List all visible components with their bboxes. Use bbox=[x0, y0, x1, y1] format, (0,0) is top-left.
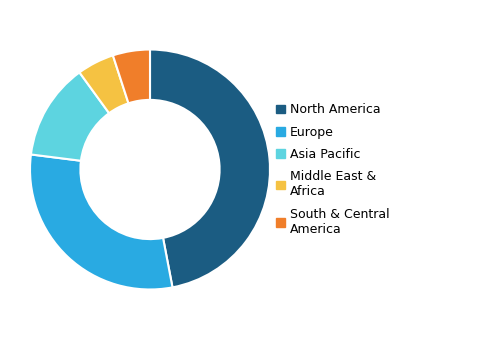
Wedge shape bbox=[113, 49, 150, 103]
Wedge shape bbox=[80, 55, 128, 113]
Wedge shape bbox=[150, 49, 270, 287]
Wedge shape bbox=[30, 155, 172, 290]
Wedge shape bbox=[31, 73, 109, 161]
Legend: North America, Europe, Asia Pacific, Middle East &
Africa, South & Central
Ameri: North America, Europe, Asia Pacific, Mid… bbox=[276, 103, 390, 236]
